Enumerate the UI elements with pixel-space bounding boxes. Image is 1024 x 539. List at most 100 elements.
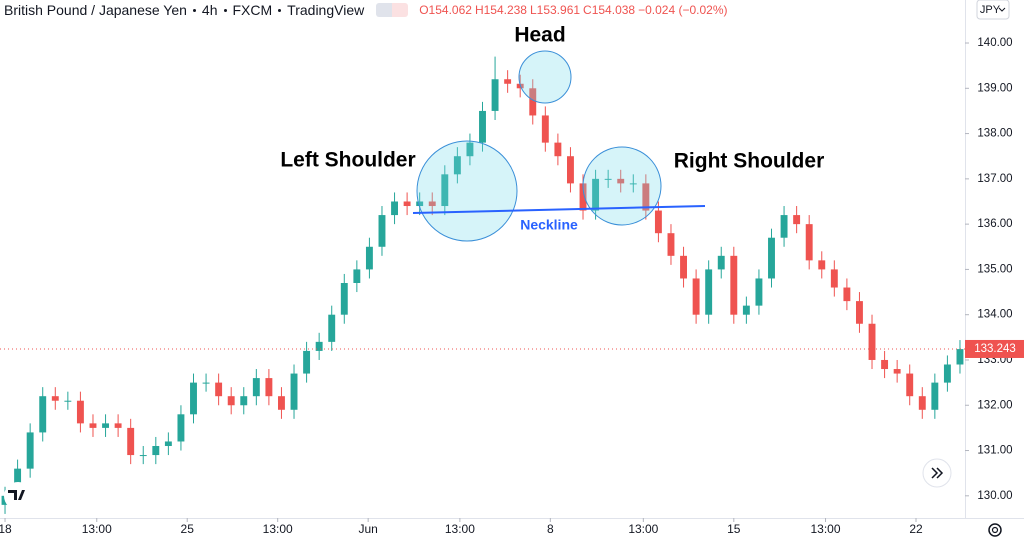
candle-body [453, 156, 461, 175]
candle-body [541, 115, 549, 143]
candle-body [391, 201, 398, 216]
candle-body [818, 260, 826, 270]
candle-body [64, 400, 72, 402]
logo-bg [4, 482, 32, 510]
x-tick-label: 13:00 [82, 522, 112, 536]
x-tick-label: 8 [547, 522, 554, 536]
candle-body [830, 269, 838, 288]
candle-body [579, 183, 587, 211]
candle-body [943, 364, 951, 383]
y-tick-label: 135.00 [977, 263, 1012, 275]
readout-open: O154.062 [419, 3, 472, 17]
y-tick-label: 131.00 [977, 445, 1012, 457]
candle-body [604, 178, 612, 180]
candle-body [768, 237, 775, 279]
candle-body [353, 269, 361, 283]
x-tick-label: 13:00 [628, 522, 658, 536]
candle-body [278, 396, 285, 410]
candle-body [227, 396, 235, 406]
separator [192, 8, 196, 12]
separator [223, 8, 227, 12]
candle-body [793, 215, 801, 225]
left-shoulder-label: Left Shoulder [280, 149, 415, 172]
candle-body [567, 156, 574, 184]
candle-body [617, 178, 625, 184]
candle-body [51, 396, 59, 401]
y-tick-label: 137.00 [977, 173, 1012, 185]
candle-body [680, 255, 687, 279]
x-tick-label: 22 [909, 522, 923, 536]
candle-body [742, 305, 750, 315]
x-tick-label: 13:00 [445, 522, 475, 536]
settings-icon[interactable] [988, 523, 1002, 537]
currency-label: JPY [980, 4, 1001, 16]
candle-body [202, 382, 210, 384]
y-tick-label: 138.00 [977, 128, 1012, 140]
candle-body [868, 323, 876, 360]
candle-body [667, 233, 675, 256]
candle-body [39, 396, 47, 433]
logo [8, 490, 25, 500]
x-tick-label: Jun [358, 522, 377, 536]
candle-body [152, 446, 160, 456]
readout-high: H154.238 [474, 3, 527, 17]
right-shoulder-circle [582, 146, 662, 226]
candle-body [931, 382, 939, 410]
neckline [412, 205, 706, 214]
readout-low: L153.961 [529, 3, 581, 17]
candles [1, 56, 964, 514]
candle-body [805, 224, 813, 261]
currency-caret [998, 7, 1006, 12]
separator [278, 8, 282, 12]
candle-body [240, 396, 248, 406]
candle-body [164, 441, 172, 447]
candle-body [906, 373, 914, 397]
candle-body [441, 174, 449, 207]
candle-body [705, 269, 713, 315]
candle-body [479, 110, 486, 143]
candle-body [265, 378, 273, 397]
candle-body [328, 314, 336, 342]
candle-body [428, 201, 436, 207]
candle-body [554, 142, 562, 157]
y-tick-label: 130.00 [977, 490, 1012, 502]
readout-close: C154.038 [583, 3, 636, 17]
candle-body [717, 255, 725, 270]
candle-body [956, 349, 964, 365]
last-price-label: 133.243 [974, 343, 1016, 355]
x-tick-label: 15 [727, 522, 741, 536]
head-circle [518, 50, 572, 104]
neckline-label: Neckline [520, 217, 578, 233]
left-shoulder-circle [416, 140, 518, 242]
candle-body [340, 282, 348, 315]
interval[interactable]: 4h [201, 2, 218, 18]
head-label: Head [514, 24, 565, 47]
candle-body [139, 455, 147, 457]
candle-body [466, 142, 474, 157]
currency-button[interactable] [976, 0, 1010, 20]
symbol-title: British Pound / Japanese Yen [4, 2, 187, 18]
candle-body [855, 301, 863, 324]
candle-body [215, 382, 223, 397]
x-tick-label: 13:00 [811, 522, 841, 536]
header: British Pound / Japanese Yen 4h FXCM Tra… [4, 1, 728, 19]
last-price-box [965, 339, 1024, 358]
candle-body [102, 423, 110, 428]
candle-body [843, 287, 851, 302]
candle-body [629, 183, 637, 185]
candle-body [780, 215, 788, 238]
platform: TradingView [287, 2, 365, 18]
candle-body [76, 400, 84, 424]
y-tick-label: 140.00 [977, 37, 1012, 49]
candle-body [491, 79, 499, 111]
candle-body [755, 278, 763, 306]
y-tick-label: 139.00 [977, 82, 1012, 94]
candle-body [881, 359, 889, 370]
candle-body [89, 423, 97, 428]
candle-body [114, 423, 122, 428]
header-buttons[interactable] [376, 3, 409, 17]
candle-body [252, 378, 260, 397]
readout-change: −0.024 (−0.02%) [638, 3, 728, 17]
